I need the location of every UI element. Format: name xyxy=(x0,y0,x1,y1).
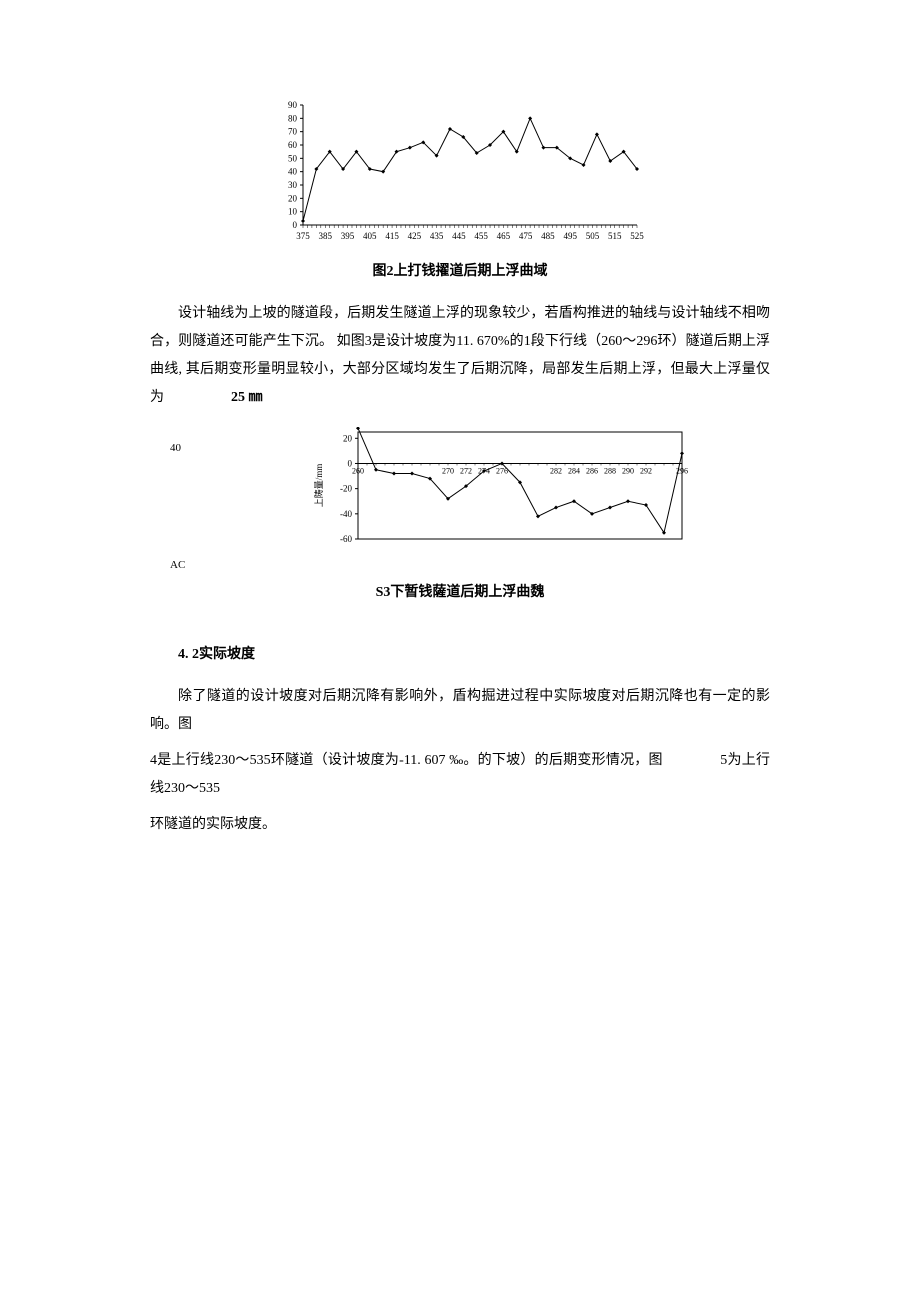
section-4-2-heading: 4. 2实际坡度 xyxy=(150,641,770,669)
svg-text:455: 455 xyxy=(474,231,488,241)
svg-text:375: 375 xyxy=(296,231,310,241)
svg-text:495: 495 xyxy=(563,231,577,241)
svg-text:415: 415 xyxy=(385,231,399,241)
figure2-caption: 图2上打钱擢道后期上浮曲域 xyxy=(150,260,770,280)
svg-text:288: 288 xyxy=(604,466,616,475)
svg-text:485: 485 xyxy=(541,231,555,241)
svg-text:60: 60 xyxy=(288,140,298,150)
paragraph-4: 环隧道的实际坡度。 xyxy=(150,811,770,839)
chart1-container: 0 10 20 30 40 50 60 70 80 90 375 385 395 405 415 425 435… xyxy=(150,100,770,250)
svg-text:395: 395 xyxy=(341,231,355,241)
page-content: 0 10 20 30 40 50 60 70 80 90 375 385 395 405 415 425 435… xyxy=(0,0,920,897)
svg-text:284: 284 xyxy=(568,466,580,475)
svg-text:50: 50 xyxy=(288,153,298,163)
svg-text:-20: -20 xyxy=(340,484,352,494)
label-40: 40 xyxy=(170,437,210,459)
svg-text:260: 260 xyxy=(352,466,364,475)
chart2: -60-40-20020上陦量/mm2602702722742762822842… xyxy=(310,427,690,547)
svg-text:292: 292 xyxy=(640,466,652,475)
svg-text:272: 272 xyxy=(460,466,472,475)
svg-text:465: 465 xyxy=(497,231,511,241)
svg-text:445: 445 xyxy=(452,231,466,241)
svg-text:425: 425 xyxy=(408,231,422,241)
svg-text:-60: -60 xyxy=(340,534,352,544)
paragraph-2: 除了隧道的设计坡度对后期沉降有影响外，盾构掘进过程中实际坡度对后期沉降也有一定的… xyxy=(150,683,770,739)
figure3-caption: S3下暂钱薩道后期上浮曲魏 xyxy=(150,581,770,601)
svg-text:80: 80 xyxy=(288,113,298,123)
paragraph-1-tail: 25 ㎜ xyxy=(231,390,263,405)
chart2-container: -60-40-20020上陦量/mm2602702722742762822842… xyxy=(230,427,770,547)
paragraph-3a: 4是上行线230～535环隧道（设计坡度为-11. 607 ‰。的下坡）的后期变… xyxy=(150,753,663,768)
svg-text:515: 515 xyxy=(608,231,622,241)
svg-text:286: 286 xyxy=(586,466,598,475)
svg-text:270: 270 xyxy=(442,466,454,475)
svg-text:90: 90 xyxy=(288,100,298,110)
svg-text:405: 405 xyxy=(363,231,377,241)
svg-text:10: 10 xyxy=(288,207,298,217)
svg-text:70: 70 xyxy=(288,127,298,137)
svg-text:20: 20 xyxy=(343,433,353,443)
svg-text:上陦量/mm: 上陦量/mm xyxy=(313,464,324,508)
chart1: 0 10 20 30 40 50 60 70 80 90 375 385 395 405 415 425 435… xyxy=(275,100,645,250)
svg-text:435: 435 xyxy=(430,231,444,241)
svg-text:20: 20 xyxy=(288,193,298,203)
svg-text:290: 290 xyxy=(622,466,634,475)
chart2-row: 40 AC -60-40-20020上陦量/mm2602702722742762… xyxy=(150,427,770,576)
svg-text:385: 385 xyxy=(319,231,333,241)
svg-text:30: 30 xyxy=(288,180,298,190)
svg-text:40: 40 xyxy=(288,167,298,177)
chart2-left-labels: 40 AC xyxy=(150,427,210,576)
svg-text:-40: -40 xyxy=(340,509,352,519)
label-ac: AC xyxy=(170,554,210,576)
svg-text:0: 0 xyxy=(293,220,298,230)
paragraph-1: 设计轴线为上坡的隧道段，后期发生隧道上浮的现象较少，若盾构推进的轴线与设计轴线不… xyxy=(150,300,770,412)
paragraph-3: 4是上行线230～535环隧道（设计坡度为-11. 607 ‰。的下坡）的后期变… xyxy=(150,747,770,803)
svg-text:475: 475 xyxy=(519,231,533,241)
svg-text:282: 282 xyxy=(550,466,562,475)
svg-text:505: 505 xyxy=(586,231,600,241)
svg-text:525: 525 xyxy=(630,231,644,241)
